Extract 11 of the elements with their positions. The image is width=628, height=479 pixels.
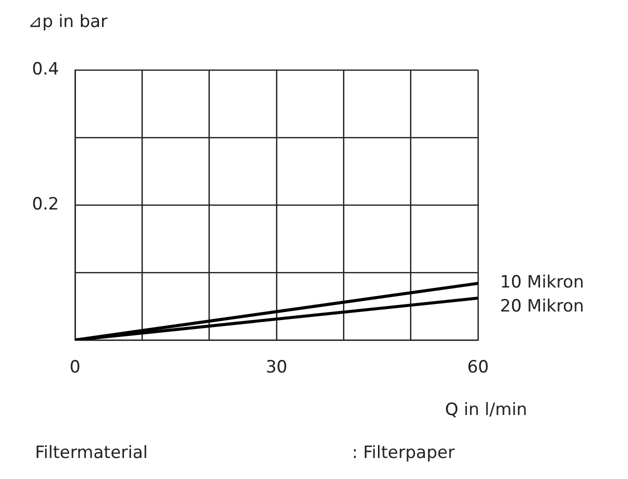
x-tick-label: 0 <box>70 358 80 378</box>
y-tick-label: 0.2 <box>32 194 59 214</box>
x-axis-title: Q in l/min <box>445 400 528 420</box>
series-label: 10 Mikron <box>500 272 584 293</box>
y-axis-title: ⊿p in bar <box>28 12 108 32</box>
x-tick-label: 60 <box>467 358 489 378</box>
y-tick-label: 0.4 <box>32 59 59 80</box>
text: Filtermaterial <box>35 443 148 463</box>
x-tick-label: 30 <box>266 358 288 378</box>
text: : Filterpaper <box>352 443 455 463</box>
series-label: 20 Mikron <box>500 296 584 317</box>
